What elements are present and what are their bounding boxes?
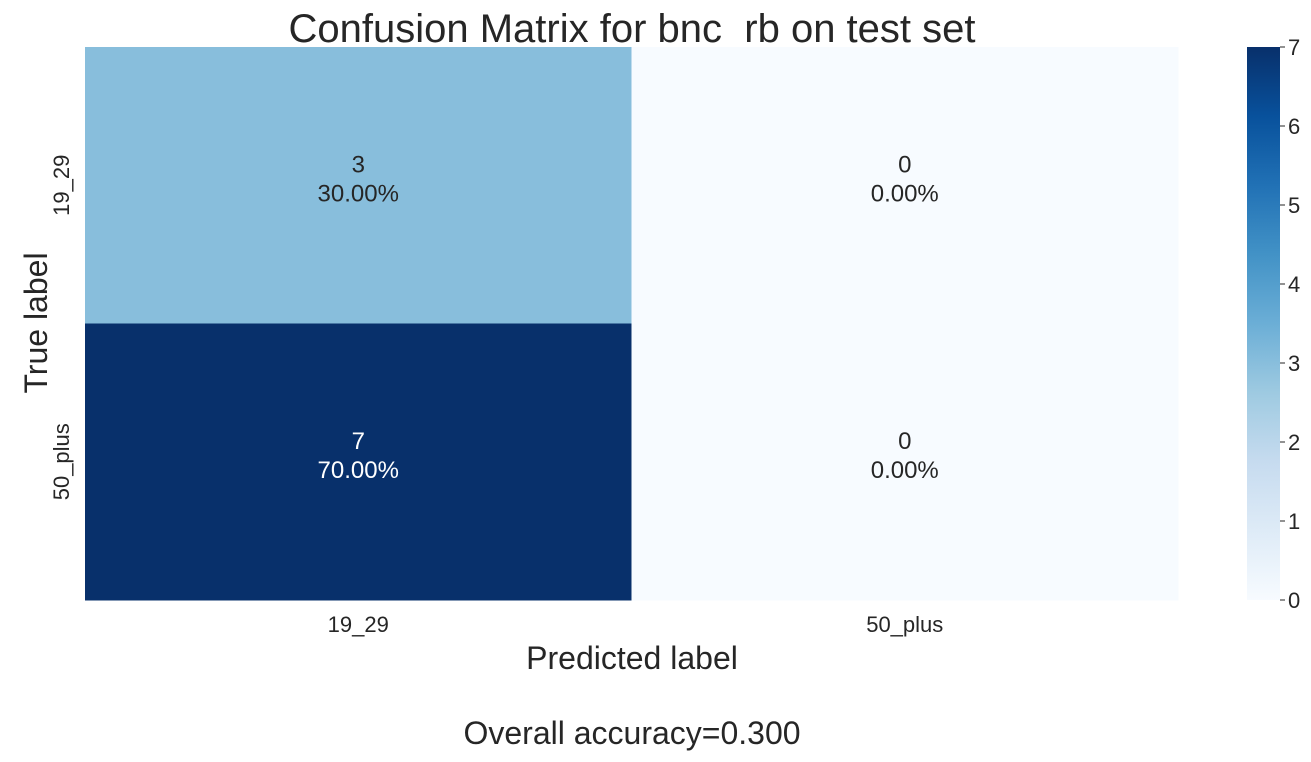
colorbar [1247,47,1280,600]
y-tick-label: 50_plus [49,423,74,500]
colorbar-tick-label: 0 [1288,588,1300,613]
cell-annotation: 0 0.00% [871,428,939,484]
colorbar-tick-label: 7 [1288,35,1300,60]
y-axis-label: True label [18,252,54,393]
y-tick-labels: 19_29 50_plus [49,155,74,501]
colorbar-tick-label: 6 [1288,114,1300,139]
heatmap-cell [85,323,632,601]
heatmap-cell [631,47,1179,324]
x-tick-label: 50_plus [866,612,943,637]
x-tick-labels: 19_29 50_plus [328,612,944,637]
heatmap-cell-labels: 3 30.00% 0 0.00% 7 70.00% 0 0.00% [318,151,939,484]
cell-annotation: 3 30.00% [318,151,399,207]
x-axis-label: Predicted label [526,640,738,676]
heatmap-cell [631,323,1179,601]
colorbar-tick-label: 5 [1288,193,1300,218]
y-tick-label: 19_29 [49,155,74,216]
x-tick-label: 19_29 [328,612,389,637]
heatmap-cells [85,47,1179,601]
accuracy-annotation: Overall accuracy=0.300 [463,715,800,751]
chart-title: Confusion Matrix for bnc_rb on test set [289,7,976,51]
colorbar-tick-label: 1 [1288,509,1300,534]
heatmap-cell [85,47,632,324]
cell-annotation: 7 70.00% [318,428,399,484]
colorbar-tick-label: 2 [1288,430,1300,455]
colorbar-tick-label: 3 [1288,351,1300,376]
colorbar-ticks: 0 1 2 3 4 5 6 7 [1280,35,1300,613]
colorbar-tick-label: 4 [1288,272,1300,297]
cell-annotation: 0 0.00% [871,151,939,207]
